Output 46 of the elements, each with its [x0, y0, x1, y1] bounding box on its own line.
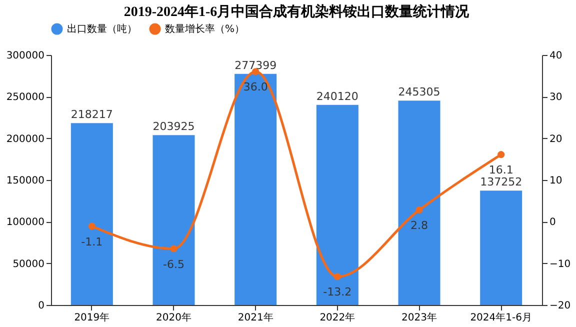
y-tick-label: 50000 — [12, 258, 44, 270]
data-label: 203925 — [152, 120, 195, 134]
data-label: 245305 — [398, 86, 440, 99]
bar — [398, 100, 440, 305]
data-label: 277399 — [234, 58, 277, 72]
y-tick-label: 100000 — [6, 217, 44, 228]
data-label: 16.1 — [488, 164, 514, 177]
y2-tick-label: −20 — [550, 300, 571, 312]
x-tick-label: 2023年 — [402, 312, 437, 324]
y-tick-label: 150000 — [6, 176, 44, 186]
chart-title: 2019-2024年1-6月中国合成有机染料铵出口数量统计情况 — [124, 3, 470, 20]
bar — [480, 190, 522, 305]
legend-label: 数量增长率（%） — [165, 23, 245, 35]
x-tick-label: 2019年 — [74, 312, 110, 324]
x-tick-label: 2021年 — [238, 312, 274, 324]
bar — [316, 104, 358, 305]
x-tick-label: 2022年 — [320, 312, 356, 324]
bar — [234, 74, 277, 305]
y2-tick-label: 40 — [550, 50, 562, 62]
x-tick-label: 2024年1-6月 — [470, 312, 532, 324]
y-tick-label: 0 — [38, 300, 44, 312]
data-label: 240120 — [316, 90, 358, 103]
y-tick-label: 300000 — [6, 50, 44, 62]
data-label: -6.5 — [163, 258, 184, 271]
point — [498, 151, 505, 158]
x-tick-label: 2020年 — [156, 312, 192, 324]
data-label: 137252 — [480, 176, 522, 189]
point — [334, 273, 341, 280]
y2-tick-label: 30 — [550, 92, 562, 104]
data-label: -1.1 — [81, 235, 103, 248]
y2-tick-label: 0 — [550, 217, 556, 228]
point — [416, 206, 423, 214]
y2-tick-label: −10 — [550, 258, 571, 270]
y2-tick-label: 10 — [550, 176, 562, 186]
y2-tick-label: 20 — [550, 134, 562, 145]
point — [88, 222, 96, 230]
y-tick-label: 200000 — [6, 134, 44, 145]
bar — [152, 135, 195, 305]
y-tick-label: 250000 — [6, 92, 44, 104]
data-label: 36.0 — [243, 80, 268, 94]
legend-label: 出口数量（吨） — [67, 23, 137, 35]
data-label: -13.2 — [323, 286, 352, 299]
bar — [70, 123, 113, 305]
data-label: 218217 — [70, 108, 113, 122]
data-label: 2.8 — [410, 219, 428, 232]
point — [170, 245, 178, 252]
